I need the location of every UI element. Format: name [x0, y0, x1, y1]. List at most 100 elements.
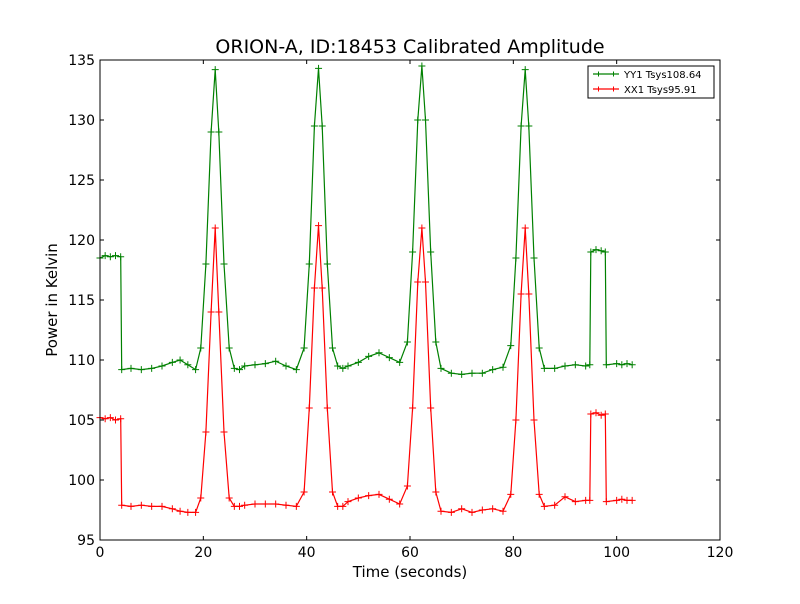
data-point-marker — [525, 122, 533, 130]
data-point-marker — [385, 354, 393, 362]
data-point-marker — [137, 366, 145, 374]
y-tick-label: 110 — [68, 353, 95, 369]
data-point-marker — [422, 278, 429, 286]
data-point-marker — [127, 364, 135, 372]
y-tick-label: 130 — [68, 113, 95, 129]
data-point-marker — [112, 252, 119, 260]
data-point-marker — [396, 358, 404, 366]
x-tick-label: 60 — [401, 545, 419, 561]
data-point-marker — [587, 410, 595, 418]
x-tick-label: 0 — [96, 545, 105, 561]
data-point-marker — [282, 362, 290, 370]
data-point-marker — [613, 496, 621, 504]
data-point-marker — [540, 502, 548, 510]
data-point-marker — [418, 224, 426, 232]
data-point-marker — [432, 338, 440, 346]
data-point-marker — [207, 128, 215, 136]
data-point-marker — [613, 360, 621, 368]
data-point-marker — [184, 361, 192, 369]
data-point-marker — [414, 116, 422, 124]
x-tick-label: 100 — [603, 545, 630, 561]
data-point-marker — [447, 369, 455, 377]
data-point-marker — [354, 494, 362, 502]
data-point-marker — [197, 344, 205, 352]
data-point-marker — [602, 361, 610, 369]
data-point-marker — [118, 501, 126, 509]
data-point-marker — [354, 358, 362, 366]
data-point-marker — [521, 66, 529, 74]
data-point-marker — [310, 284, 318, 292]
data-point-marker — [499, 363, 507, 371]
data-point-marker — [176, 507, 184, 515]
y-tick-label: 120 — [68, 233, 95, 249]
data-point-marker — [602, 498, 610, 506]
data-point-marker — [127, 502, 135, 510]
y-tick-label: 115 — [68, 293, 95, 309]
series-0-group — [96, 62, 636, 378]
data-point-marker — [305, 404, 313, 412]
data-point-marker — [101, 252, 109, 260]
data-point-marker — [478, 369, 486, 377]
series-1-group — [96, 222, 636, 516]
data-point-marker — [507, 342, 515, 350]
data-point-marker — [158, 502, 166, 510]
data-point-marker — [365, 352, 373, 360]
data-point-marker — [192, 366, 200, 374]
data-point-marker — [427, 404, 435, 412]
data-point-marker — [586, 496, 594, 504]
legend-swatch-marker — [596, 86, 616, 92]
data-point-marker — [137, 501, 145, 509]
data-point-marker — [409, 248, 417, 256]
data-point-marker — [192, 508, 200, 516]
data-point-marker — [535, 490, 543, 498]
data-point-marker — [272, 357, 280, 365]
data-point-marker — [592, 409, 600, 417]
data-point-marker — [561, 493, 569, 501]
data-point-marker — [315, 64, 323, 72]
data-point-marker — [339, 364, 347, 372]
data-point-marker — [158, 362, 166, 370]
data-point-marker — [587, 248, 595, 256]
data-point-marker — [241, 501, 249, 509]
data-point-marker — [112, 416, 119, 424]
data-point-marker — [236, 502, 243, 510]
y-tick-label: 105 — [68, 413, 95, 429]
data-point-marker — [272, 500, 280, 508]
data-point-marker — [432, 488, 440, 496]
data-point-marker — [530, 416, 538, 424]
data-point-marker — [540, 364, 548, 372]
x-tick-label: 20 — [194, 545, 212, 561]
data-point-marker — [197, 494, 205, 502]
axis-ticks: 0 20 40 60 80 100 120 95 100 105 110 115 120 125 130 13… — [68, 53, 733, 561]
data-point-marker — [300, 344, 308, 352]
data-point-marker — [437, 507, 445, 515]
legend-entry-label: YY1 Tsys108.64 — [623, 70, 702, 81]
data-point-marker — [592, 246, 600, 254]
data-point-marker — [525, 290, 533, 298]
data-point-marker — [344, 362, 352, 370]
data-point-marker — [323, 260, 331, 268]
data-point-marker — [418, 62, 426, 70]
data-point-marker — [220, 260, 228, 268]
data-point-marker — [468, 508, 476, 516]
data-point-marker — [148, 502, 156, 510]
data-point-marker — [292, 502, 300, 510]
data-point-marker — [211, 66, 219, 74]
data-point-marker — [292, 366, 300, 374]
x-axis-label: Time (seconds) — [352, 563, 468, 581]
data-point-marker — [478, 506, 486, 514]
data-point-marker — [535, 344, 543, 352]
data-point-marker — [334, 362, 342, 370]
legend: YY1 Tsys108.64 XX1 Tsys95.91 — [587, 65, 715, 99]
data-point-marker — [184, 508, 192, 516]
data-point-marker — [597, 411, 605, 419]
data-point-marker — [437, 364, 445, 372]
data-point-marker — [458, 370, 466, 378]
data-point-marker — [207, 308, 215, 316]
data-point-marker — [261, 360, 269, 368]
data-point-marker — [551, 501, 559, 509]
data-point-marker — [168, 358, 176, 366]
data-point-marker — [521, 224, 529, 232]
